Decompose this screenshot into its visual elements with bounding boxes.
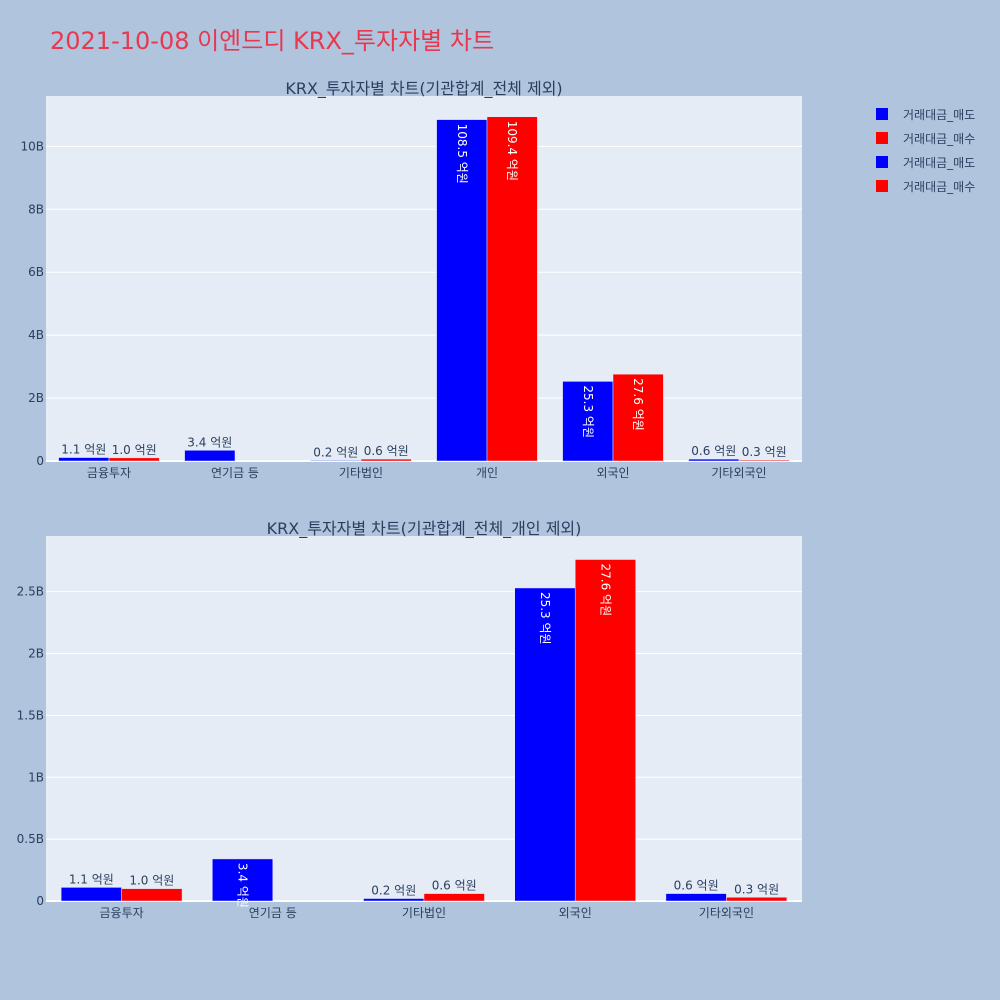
legend-item[interactable]: 거래대금_매도 [876,156,975,170]
bar[interactable] [58,457,110,462]
y-tick-label: 6B [28,265,44,279]
bar-label: 25.3 억원 [581,385,595,438]
x-tick-label: 금융투자 [87,466,131,480]
x-tick-label: 외국인 [596,466,629,480]
y-tick-label: 2B [28,647,44,661]
legend-swatch [876,132,888,144]
bar-label: 1.0 억원 [112,443,157,457]
bar-label: 25.3 억원 [538,592,552,645]
bar[interactable] [108,457,160,462]
bar-label: 0.3 억원 [742,445,787,459]
chart-2: 0 0.5B 1B 1.5B 2B 2.5B KRX_투자자별 차트(기관합계_전체_개인 … [17,519,802,920]
x-tick-label: 개인 [476,466,498,480]
legend-label: 거래대금_매도 [903,156,975,170]
bar[interactable] [212,858,274,902]
legend-item[interactable]: 거래대금_매수 [876,180,975,194]
bar-label: 27.6 억원 [631,378,645,431]
x-tick-label: 기타법인 [402,906,446,920]
bar-label: 0.6 억원 [691,444,736,458]
bar[interactable] [562,381,614,462]
x-tick-label: 외국인 [559,906,592,920]
legend-swatch [876,180,888,192]
chart-1: 0 2B 4B 6B 8B 10B KRX_투자자별 차트(기관합계_전체 제외) 금융투자 1… [20,79,802,480]
y-tick-label: 0 [36,894,44,908]
chart-title: KRX_투자자별 차트(기관합계_전체_개인 제외) [267,519,582,539]
bar-label: 0.2 억원 [313,445,358,459]
bar-label: 1.1 억원 [61,443,106,457]
bar[interactable] [60,887,122,902]
bar-label: 0.6 억원 [674,879,719,893]
bar[interactable] [486,116,538,462]
charts: 0 2B 4B 6B 8B 10B KRX_투자자별 차트(기관합계_전체 제외) 금융투자 1… [17,79,802,920]
bar-label: 3.4 억원 [236,863,250,908]
bar-label: 109.4 억원 [505,121,519,181]
bar[interactable] [310,460,362,462]
x-tick-label: 기타외국인 [699,906,754,920]
legend-item[interactable]: 거래대금_매수 [876,132,975,146]
legend-label: 거래대금_매도 [903,108,975,122]
bar-label: 0.6 억원 [364,444,409,458]
bar-label: 1.0 억원 [129,874,174,888]
plot-area [46,536,802,901]
main-title: 2021-10-08 이엔드디 KRX_투자자별 차트 [50,27,494,55]
y-tick-label: 1.5B [17,708,44,722]
bar-label: 108.5 억원 [455,124,469,184]
y-tick-label: 2B [28,391,44,405]
bar-label: 3.4 억원 [187,435,232,449]
legend-label: 거래대금_매수 [903,180,975,194]
bar[interactable] [726,897,788,902]
x-tick-label: 기타외국인 [711,466,766,480]
y-tick-label: 0.5B [17,832,44,846]
x-tick-label: 연기금 등 [211,466,259,480]
bar[interactable] [184,450,236,462]
bar[interactable] [738,459,790,462]
y-tick-label: 8B [28,202,44,216]
bar[interactable] [436,119,488,462]
bar-label: 27.6 억원 [598,564,612,617]
bar[interactable] [121,888,183,902]
plot-area [46,96,802,461]
legend-swatch [876,108,888,120]
bar[interactable] [423,893,485,902]
x-tick-label: 금융투자 [100,906,144,920]
legend-swatch [876,156,888,168]
bar[interactable] [665,893,727,902]
x-tick-label: 연기금 등 [249,906,297,920]
y-tick-label: 1B [28,770,44,784]
legend-label: 거래대금_매수 [903,132,975,146]
bar[interactable] [514,587,576,902]
y-tick-label: 4B [28,328,44,342]
bar-label: 1.1 억원 [69,872,114,886]
bar-label: 0.6 억원 [432,879,477,893]
y-tick-label: 0 [36,454,44,468]
bar[interactable] [612,373,664,462]
bar[interactable] [574,559,636,902]
bar[interactable] [688,458,740,462]
legend-item[interactable]: 거래대금_매도 [876,108,975,122]
bar-label: 0.2 억원 [371,884,416,898]
bar[interactable] [363,898,425,902]
y-tick-label: 10B [20,139,44,153]
bar-label: 0.3 억원 [734,882,779,896]
x-tick-label: 기타법인 [339,466,383,480]
y-tick-label: 2.5B [17,585,44,599]
chart-title: KRX_투자자별 차트(기관합계_전체 제외) [285,79,562,99]
bar[interactable] [360,458,412,462]
